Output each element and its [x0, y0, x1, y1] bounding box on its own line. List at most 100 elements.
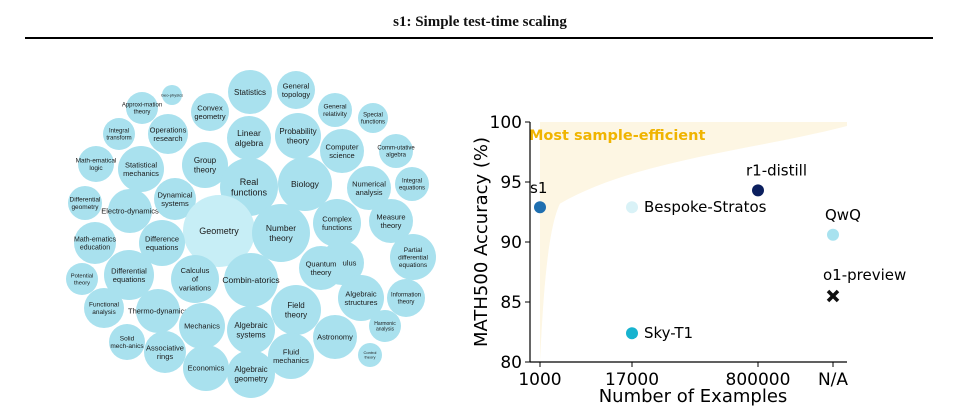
bubble-label: Complex functions [322, 214, 352, 232]
bubble-quantum-theory: Quantum theory [299, 246, 343, 290]
bubble-partial-differential-equations: Partial differential equations [390, 234, 436, 280]
bubble-comm-utative-algebra: Comm-utative algebra [377, 134, 415, 168]
bubble-label: Measure theory [376, 212, 405, 230]
bubble-label: Math-ematics education [74, 236, 117, 251]
point-bespoke-stratos [626, 201, 638, 214]
bubble-circle [275, 113, 321, 159]
header-rule [25, 37, 933, 39]
bubble-label: Linear algebra [235, 128, 264, 148]
bubble-circle [227, 306, 275, 354]
bubble-solid-mech-anics: Solid mech-anics [109, 324, 145, 360]
bubble-label: Differential geometry [70, 197, 102, 212]
bubble-circle [144, 331, 186, 373]
bubble-circle [139, 220, 185, 266]
bubble-probability-theory: Probability theory [275, 113, 321, 159]
bubble-label: Biology [291, 179, 320, 189]
bubble-circle [74, 222, 116, 264]
accuracy-scatter-chart: Most sample-efficient 80 85 90 95 100 1000 1700… [471, 113, 906, 407]
bubble-algebraic-systems: Algebraic systems [227, 306, 275, 354]
bubble-label: Algebraic structures [345, 289, 378, 307]
label-bespoke-stratos: Bespoke-Stratos [644, 198, 767, 216]
bubble-circle [183, 195, 255, 267]
label-r1-distill: r1-distill [746, 161, 807, 179]
bubble-circle [252, 204, 310, 262]
bubble-label: General topology [282, 81, 311, 99]
bubble-circle [227, 350, 275, 398]
bubble-label: Real functions [231, 177, 268, 197]
bubble-harmonic-analysis: Harmonic analysis [369, 310, 401, 342]
paper-header: s1: Simple test-time scaling [0, 0, 960, 40]
bubble-circle [358, 103, 388, 133]
bubble-label: Statistics [234, 88, 266, 97]
bubble-label: Mechanics [184, 322, 220, 331]
bubble-circle [126, 92, 158, 124]
bubble-label: Solid mech-anics [110, 336, 144, 351]
y-tick-label: 80 [500, 353, 522, 373]
bubble-combin-atorics: Combin-atorics [222, 253, 280, 307]
bubble-circle [369, 199, 413, 243]
bubble-circle [78, 146, 114, 182]
bubble-approxi-mation-theory: Approxi-mation theory [122, 92, 162, 124]
bubble-geometry: Geometry [183, 195, 255, 267]
bubble-differential-equations: Differential equations [104, 250, 154, 300]
bubble-control-theory: Control theory [358, 343, 382, 367]
bubble-label: Convex geometry [194, 103, 226, 121]
bubble-statistics: Statistics [228, 70, 272, 114]
bubble-label: Functional analysis [89, 302, 120, 317]
y-tick-label: 95 [500, 173, 522, 193]
bubble-label: Differential equations [111, 266, 147, 284]
bubble-label: Comm-utative algebra [377, 146, 415, 159]
x-axis-label: Number of Examples [599, 386, 788, 407]
bubble-circle [320, 129, 364, 173]
bubble-circle [271, 285, 321, 335]
bubble-operations-research: Operations research [148, 114, 188, 154]
bubble-circle [66, 263, 98, 295]
bubble-statistical-mechanics: Statistical mechanics [118, 146, 164, 192]
x-tick-label: 1000 [518, 370, 561, 390]
topic-bubble-cloud: Statistics General topology Approxi-mation t… [66, 70, 436, 398]
bubble-label: Harmonic analysis [374, 321, 396, 333]
bubble-integral-transform: Integral transform [103, 118, 135, 150]
bubble-label: Astronomy [317, 333, 353, 342]
bubble-label: Difference equations [145, 234, 179, 252]
bubble-math-ematical-logic: Math-ematical logic [76, 146, 117, 182]
bubble-circle [136, 289, 180, 333]
bubble-label: Associative rings [146, 343, 184, 361]
bubble-linear-algebra: Linear algebra [227, 116, 271, 160]
bubble-circle [104, 250, 154, 300]
bubble-label: Algebraic geometry [234, 365, 267, 383]
bubble-label: Fluid mechanics [273, 347, 309, 365]
label-sky-t1: Sky-T1 [644, 324, 693, 342]
bubble-label: Geometry [199, 226, 239, 236]
bubble-circle [103, 118, 135, 150]
efficient-annotation: Most sample-efficient [529, 128, 705, 144]
bubble-label: Geo-physics [161, 92, 183, 97]
bubble-circle [313, 199, 361, 247]
label-qwq: QwQ [825, 206, 861, 224]
bubble-mechanics: Mechanics [179, 303, 225, 349]
bubble-math-ematics-education: Math-ematics education [74, 222, 117, 264]
bubble-circle [68, 186, 102, 220]
bubble-circle [148, 114, 188, 154]
sample-efficient-region [540, 122, 847, 362]
bubble-circle [318, 93, 352, 127]
bubble-circle [313, 315, 357, 359]
bubble-label: Probability theory [279, 127, 316, 145]
bubble-label: Computer science [326, 142, 359, 160]
bubble-label: Number theory [266, 223, 296, 243]
bubble-circle [191, 93, 229, 131]
bubble-circle [278, 157, 332, 211]
bubble-label: Control theory [364, 350, 377, 360]
bubble-circle [228, 70, 272, 114]
bubble-circle [179, 303, 225, 349]
bubble-label: Special functions [361, 113, 385, 126]
bubble-label: Numerical analysis [352, 179, 386, 197]
bubble-label: Quantum theory [306, 259, 337, 277]
bubble-circle [162, 85, 182, 105]
bubble-algebraic-structures: Algebraic structures [338, 275, 384, 321]
bubble-geo-physics: Geo-physics [161, 85, 183, 105]
point-r1-distill [752, 184, 764, 197]
bubble-measure-theory: Measure theory [369, 199, 413, 243]
point-s1 [534, 201, 546, 214]
label-s1: s1 [530, 179, 547, 197]
